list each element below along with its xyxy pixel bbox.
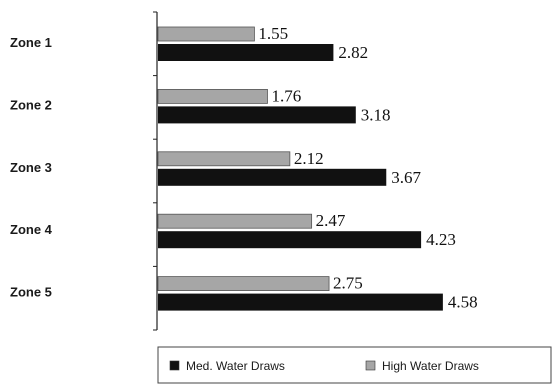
data-label-high-water-draws: 2.47 bbox=[316, 211, 346, 230]
data-label-high-water-draws: 1.55 bbox=[258, 24, 288, 43]
bar-med-water-draws bbox=[158, 231, 422, 249]
bar-high-water-draws bbox=[157, 26, 255, 42]
bar-high-water-draws bbox=[157, 276, 330, 292]
data-label-high-water-draws: 2.75 bbox=[333, 274, 363, 293]
category-label: Zone 1 bbox=[10, 35, 52, 50]
bars-layer: 1.55 2.82 1.76 3.18 2.12 3.67 2.47 4.23 2.75 4.58 bbox=[157, 24, 478, 312]
data-label-med-water-draws: 3.18 bbox=[361, 105, 391, 124]
bar-high-water-draws bbox=[157, 213, 313, 229]
legend-swatch bbox=[365, 360, 376, 371]
data-label-med-water-draws: 3.67 bbox=[391, 168, 421, 187]
category-label: Zone 5 bbox=[10, 285, 52, 300]
bar-med-water-draws bbox=[158, 293, 443, 311]
axis-layer: Zone 1 Zone 2 Zone 3 Zone 4 Zone 5 bbox=[10, 11, 158, 331]
legend-label: Med. Water Draws bbox=[186, 359, 285, 373]
data-label-high-water-draws: 1.76 bbox=[271, 86, 301, 105]
category-label: Zone 2 bbox=[10, 97, 52, 112]
bar-med-water-draws bbox=[158, 168, 387, 186]
category-label: Zone 4 bbox=[10, 222, 53, 237]
bar-med-water-draws bbox=[158, 44, 334, 61]
data-label-high-water-draws: 2.12 bbox=[294, 149, 324, 168]
legend-box bbox=[157, 346, 552, 384]
legend: Med. Water Draws High Water Draws bbox=[157, 346, 552, 384]
bar-med-water-draws bbox=[158, 106, 356, 124]
bar-high-water-draws bbox=[157, 151, 291, 167]
data-label-med-water-draws: 4.23 bbox=[426, 230, 456, 249]
data-label-med-water-draws: 4.58 bbox=[448, 293, 478, 312]
legend-swatch bbox=[169, 360, 180, 371]
data-label-med-water-draws: 2.82 bbox=[338, 43, 368, 62]
category-label: Zone 3 bbox=[10, 160, 52, 175]
bar-high-water-draws bbox=[157, 89, 268, 104]
legend-label: High Water Draws bbox=[382, 359, 479, 373]
